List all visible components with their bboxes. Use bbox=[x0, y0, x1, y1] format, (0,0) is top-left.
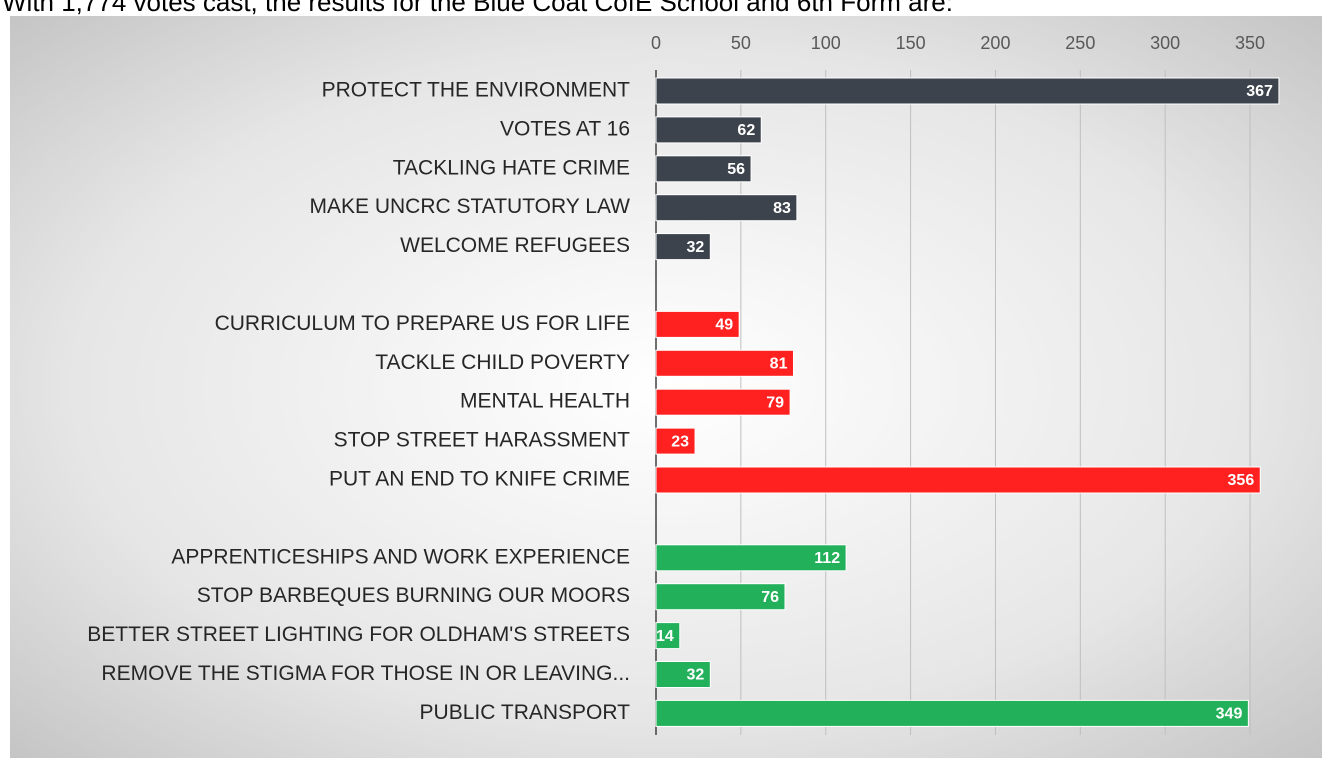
bar bbox=[655, 699, 1249, 727]
bar bbox=[655, 77, 1280, 105]
bar bbox=[655, 466, 1261, 494]
chart-title: With 1,774 votes cast, the results for t… bbox=[2, 0, 953, 17]
value-label: 32 bbox=[687, 667, 705, 684]
value-label: 56 bbox=[727, 161, 745, 178]
x-tick-label: 150 bbox=[896, 33, 926, 53]
bar bbox=[655, 583, 786, 611]
bar bbox=[655, 661, 711, 688]
category-label: APPRENTICESHIPS AND WORK EXPERIENCE bbox=[171, 545, 630, 568]
value-label: 367 bbox=[1246, 83, 1273, 100]
value-label: 349 bbox=[1216, 706, 1243, 723]
category-label: PUT AN END TO KNIFE CRIME bbox=[329, 468, 630, 491]
category-label: PROTECT THE ENVIRONMENT bbox=[322, 79, 631, 102]
category-label: CURRICULUM TO PREPARE US FOR LIFE bbox=[215, 312, 630, 335]
x-tick-label: 300 bbox=[1150, 33, 1180, 53]
category-label: REMOVE THE STIGMA FOR THOSE IN OR LEAVIN… bbox=[101, 662, 630, 685]
category-label: BETTER STREET LIGHTING FOR OLDHAM'S STRE… bbox=[87, 623, 630, 646]
category-label: PUBLIC TRANSPORT bbox=[420, 701, 631, 724]
bar bbox=[655, 194, 798, 222]
bar bbox=[655, 155, 752, 183]
bar bbox=[655, 233, 711, 261]
value-label: 112 bbox=[814, 550, 840, 567]
x-tick-label: 100 bbox=[811, 33, 841, 53]
bar bbox=[655, 622, 681, 650]
bar bbox=[655, 349, 794, 377]
x-tick-label: 250 bbox=[1065, 33, 1095, 53]
bar bbox=[655, 310, 740, 338]
value-label: 81 bbox=[770, 356, 788, 373]
bar bbox=[655, 544, 847, 572]
category-label: STOP STREET HARASSMENT bbox=[334, 429, 631, 452]
category-label: MENTAL HEALTH bbox=[460, 390, 630, 413]
category-label: TACKLE CHILD POVERTY bbox=[375, 351, 630, 374]
value-label: 356 bbox=[1228, 472, 1255, 489]
x-tick-label: 0 bbox=[651, 33, 661, 53]
value-label: 79 bbox=[766, 394, 784, 411]
value-label: 83 bbox=[773, 200, 791, 217]
value-label: 14 bbox=[656, 628, 674, 645]
category-label: WELCOME REFUGEES bbox=[400, 234, 630, 257]
x-tick-label: 200 bbox=[980, 33, 1010, 53]
value-label: 62 bbox=[737, 122, 755, 139]
value-label: 23 bbox=[671, 433, 689, 450]
bar bbox=[655, 388, 791, 416]
category-label: VOTES AT 16 bbox=[500, 117, 630, 140]
bar bbox=[655, 116, 762, 144]
x-tick-label: 350 bbox=[1235, 33, 1265, 53]
category-label: MAKE UNCRC STATUTORY LAW bbox=[310, 195, 631, 218]
value-label: 49 bbox=[715, 317, 733, 334]
value-label: 76 bbox=[761, 589, 779, 606]
value-label: 32 bbox=[687, 239, 705, 256]
category-label: TACKLING HATE CRIME bbox=[393, 156, 630, 179]
category-label: STOP BARBEQUES BURNING OUR MOORS bbox=[197, 584, 630, 607]
x-tick-label: 50 bbox=[731, 33, 751, 53]
bar bbox=[655, 427, 696, 455]
